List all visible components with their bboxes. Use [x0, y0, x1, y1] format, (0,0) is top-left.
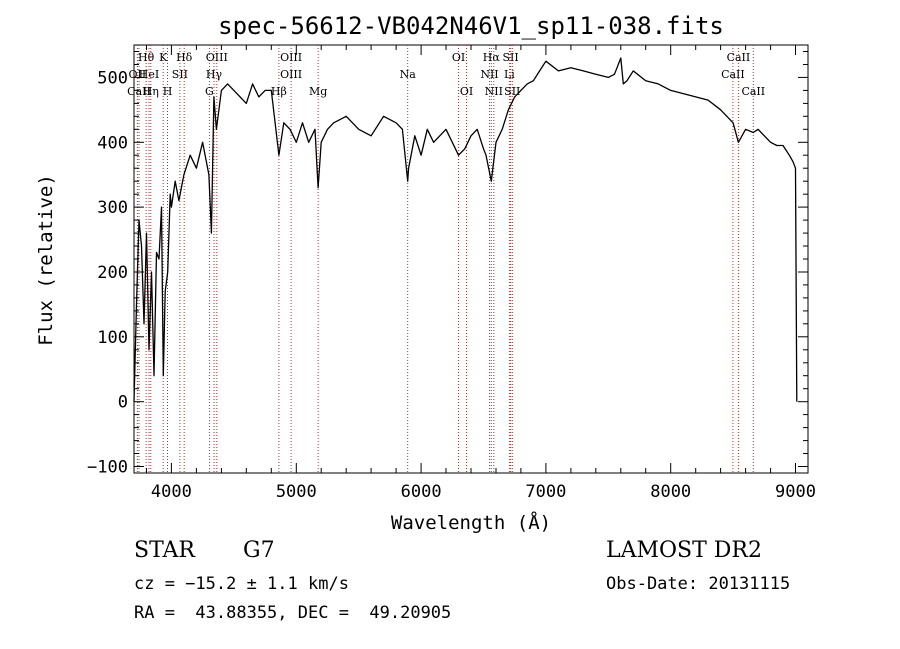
spectral-line-label: OIII	[280, 51, 302, 64]
x-tick-label: 7000	[525, 482, 566, 502]
spectral-line-label: SII	[504, 85, 520, 98]
spectral-line-label: SII	[502, 51, 518, 64]
y-tick-label: −100	[87, 458, 128, 478]
spectral-line-label: CaII	[727, 51, 751, 64]
object-type: STAR	[134, 538, 195, 563]
spectral-line-label: SII	[172, 68, 188, 81]
spectral-line-label: HeI	[139, 68, 159, 81]
y-tick-label: 100	[97, 328, 128, 348]
spectral-line-label: K	[159, 51, 168, 64]
spectral-line-label: CaII	[741, 85, 765, 98]
x-tick-label: 5000	[276, 482, 317, 502]
spectral-line-label: NII	[485, 85, 503, 98]
spectral-line-label: CaII	[127, 85, 151, 98]
y-tick-label: 200	[97, 263, 128, 283]
observation-date: Obs-Date: 20131115	[606, 574, 791, 594]
spectral-line-label: Hδ	[176, 51, 193, 64]
spectral-line-label: Li	[504, 68, 515, 81]
object-subclass: G7	[243, 538, 275, 563]
redshift-velocity: cz = −15.2 ± 1.1 km/s	[134, 574, 349, 594]
spectral-line-label: NII	[480, 68, 498, 81]
y-tick-label: 400	[97, 133, 128, 153]
spectral-line-label: H	[163, 85, 173, 98]
spectral-line-label: Hβ	[271, 85, 287, 98]
spectral-line-label: Mg	[309, 85, 327, 98]
spectral-line-label: Hγ	[206, 68, 223, 81]
x-tick-label: 4000	[151, 482, 192, 502]
spectral-line-label: Hη	[143, 85, 159, 98]
spectral-line-label: CaII	[721, 68, 745, 81]
x-tick-label: 9000	[775, 482, 816, 502]
x-tick-label: 8000	[650, 482, 691, 502]
spectral-line-label: OIII	[206, 51, 228, 64]
spectral-line-label: OIII	[280, 68, 302, 81]
y-tick-label: 300	[97, 198, 128, 218]
spectral-line-label: Hα	[483, 51, 501, 64]
survey-name: LAMOST DR2	[606, 538, 762, 563]
spectral-line-label: G	[205, 85, 214, 98]
ra-dec-coordinates: RA = 43.88355, DEC = 49.20905	[134, 603, 452, 623]
plot-frame	[133, 44, 809, 474]
spectral-line-label: OI	[460, 85, 473, 98]
spectral-line-label: Na	[400, 68, 417, 81]
spectral-line-label: OII	[129, 68, 147, 81]
x-tick-label: 6000	[401, 482, 442, 502]
spectral-line-label: Hθ	[138, 51, 155, 64]
spectrum-line	[133, 57, 798, 402]
chart-title: spec-56612-VB042N46V1_sp11-038.fits	[218, 12, 724, 40]
x-axis-label: Wavelength (Å)	[391, 511, 551, 534]
y-tick-label: 0	[118, 393, 128, 413]
spectral-line-label: OI	[452, 51, 465, 64]
y-axis-label: Flux (relative)	[35, 174, 57, 346]
y-tick-label: 500	[97, 68, 128, 88]
